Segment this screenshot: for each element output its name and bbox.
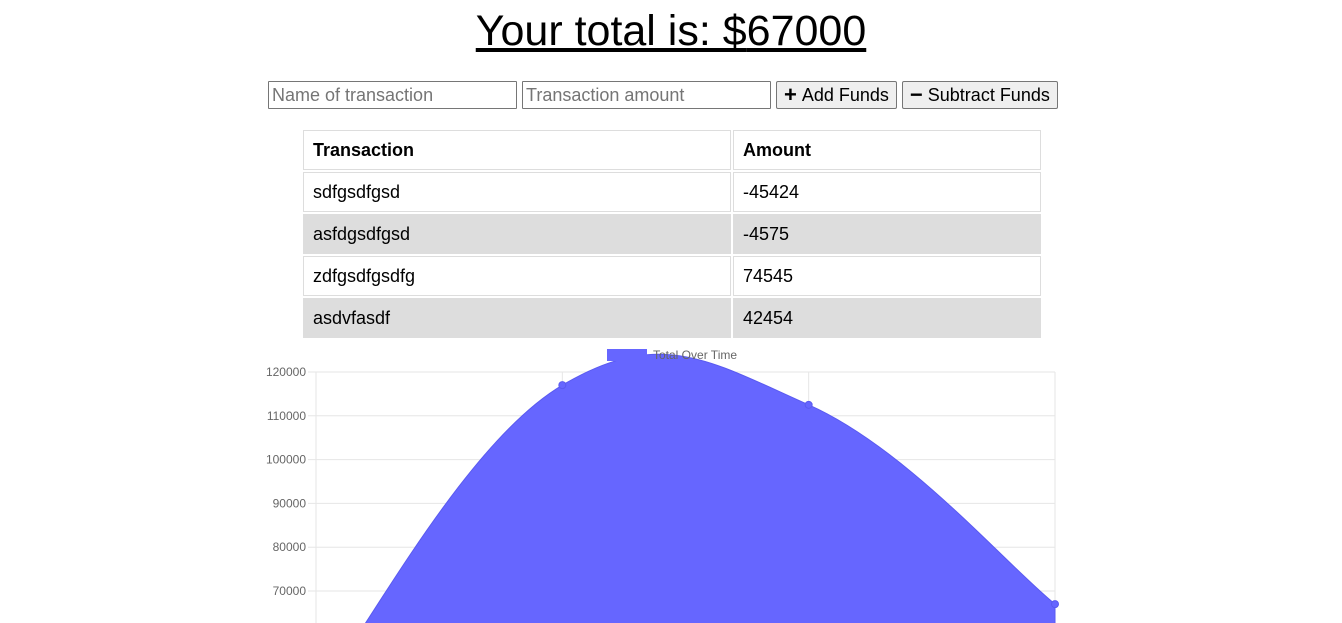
transaction-name: asfdgsdfgsd <box>303 214 731 254</box>
series-area <box>364 353 1056 623</box>
table-header-row: Transaction Amount <box>303 130 1041 170</box>
series-point[interactable] <box>558 381 567 390</box>
table-row: sdfgsdfgsd -45424 <box>303 172 1041 212</box>
add-funds-button[interactable]: + Add Funds <box>776 81 897 109</box>
transaction-amount-input[interactable] <box>522 81 771 109</box>
series-points <box>558 381 1059 609</box>
transaction-name-input[interactable] <box>268 81 517 109</box>
subtract-funds-button[interactable]: − Subtract Funds <box>901 81 1058 109</box>
chart-svg: 120000 110000 100000 90000 80000 70000 Total … <box>266 348 1059 623</box>
minus-icon: − <box>909 82 923 107</box>
y-tick-label: 80000 <box>273 540 307 554</box>
transaction-name: sdfgsdfgsd <box>303 172 731 212</box>
add-funds-label: Add Funds <box>801 84 889 105</box>
total-label: Your total is: $ <box>475 7 747 55</box>
transaction-amount: 42454 <box>733 298 1041 338</box>
series-point[interactable] <box>804 400 813 409</box>
y-tick-label: 90000 <box>273 496 307 510</box>
plus-icon: + <box>784 82 797 107</box>
transaction-amount: -45424 <box>733 172 1041 212</box>
transaction-form: + Add Funds − Subtract Funds <box>268 81 1063 109</box>
transaction-amount: -4575 <box>733 214 1041 254</box>
y-tick-label: 120000 <box>266 365 306 379</box>
transaction-name: zdfgsdfgsdfg <box>303 256 731 296</box>
legend-swatch <box>607 349 647 361</box>
y-tick-label: 100000 <box>266 453 306 467</box>
table-row: asfdgsdfgsd -4575 <box>303 214 1041 254</box>
transactions-table: Transaction Amount sdfgsdfgsd -45424 asf… <box>301 128 1043 340</box>
transaction-name: asdvfasdf <box>303 298 731 338</box>
total-value: 67000 <box>746 7 867 55</box>
y-tick-label: 110000 <box>267 409 306 423</box>
y-tick-label: 70000 <box>273 584 307 598</box>
header-transaction: Transaction <box>303 130 731 170</box>
series-point[interactable] <box>1051 600 1059 609</box>
y-axis-ticks: 120000 110000 100000 90000 80000 70000 <box>266 365 306 598</box>
chart-legend[interactable]: Total Over Time <box>607 348 737 362</box>
legend-label: Total Over Time <box>653 348 737 362</box>
subtract-funds-label: Subtract Funds <box>927 84 1050 105</box>
total-over-time-chart: 120000 110000 100000 90000 80000 70000 Total … <box>0 340 1342 623</box>
transaction-amount: 74545 <box>733 256 1041 296</box>
header-amount: Amount <box>733 130 1041 170</box>
table-row: zdfgsdfgsdfg 74545 <box>303 256 1041 296</box>
total-heading: Your total is: $67000 <box>0 6 1342 56</box>
table-row: asdvfasdf 42454 <box>303 298 1041 338</box>
